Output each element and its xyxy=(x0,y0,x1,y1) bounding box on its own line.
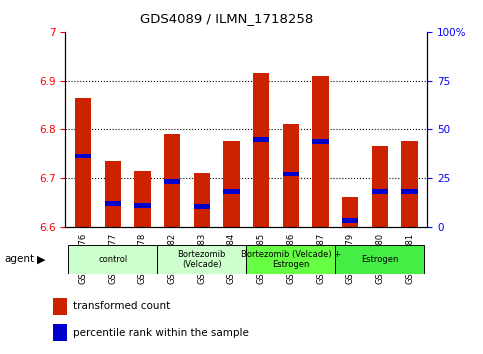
Bar xyxy=(401,141,418,227)
Bar xyxy=(104,201,121,206)
Bar xyxy=(223,141,240,227)
Bar xyxy=(283,124,299,227)
Bar xyxy=(342,197,358,227)
Text: agent: agent xyxy=(5,255,35,264)
Text: ▶: ▶ xyxy=(37,255,45,264)
Bar xyxy=(134,203,151,208)
Bar xyxy=(253,137,270,142)
Bar xyxy=(75,98,91,227)
Text: Estrogen: Estrogen xyxy=(361,255,398,264)
Bar xyxy=(53,298,68,315)
Bar xyxy=(246,245,335,274)
Bar xyxy=(68,245,157,274)
Bar xyxy=(157,245,246,274)
Bar xyxy=(194,204,210,209)
Bar xyxy=(223,189,240,194)
Bar xyxy=(53,324,68,341)
Text: Bortezomib (Velcade) +
Estrogen: Bortezomib (Velcade) + Estrogen xyxy=(241,250,341,269)
Bar xyxy=(134,171,151,227)
Bar xyxy=(313,139,329,144)
Bar xyxy=(372,189,388,194)
Bar xyxy=(194,173,210,227)
Text: percentile rank within the sample: percentile rank within the sample xyxy=(73,328,249,338)
Bar xyxy=(401,189,418,194)
Bar xyxy=(342,218,358,223)
Bar xyxy=(283,172,299,176)
Bar xyxy=(164,134,180,227)
Text: transformed count: transformed count xyxy=(73,301,170,311)
Bar xyxy=(104,161,121,227)
Text: Bortezomib
(Velcade): Bortezomib (Velcade) xyxy=(178,250,226,269)
Bar xyxy=(75,154,91,158)
Bar xyxy=(313,76,329,227)
Text: control: control xyxy=(98,255,128,264)
Text: GDS4089 / ILMN_1718258: GDS4089 / ILMN_1718258 xyxy=(141,12,313,25)
Bar xyxy=(372,146,388,227)
Bar xyxy=(253,73,270,227)
Bar xyxy=(335,245,425,274)
Bar xyxy=(164,179,180,184)
